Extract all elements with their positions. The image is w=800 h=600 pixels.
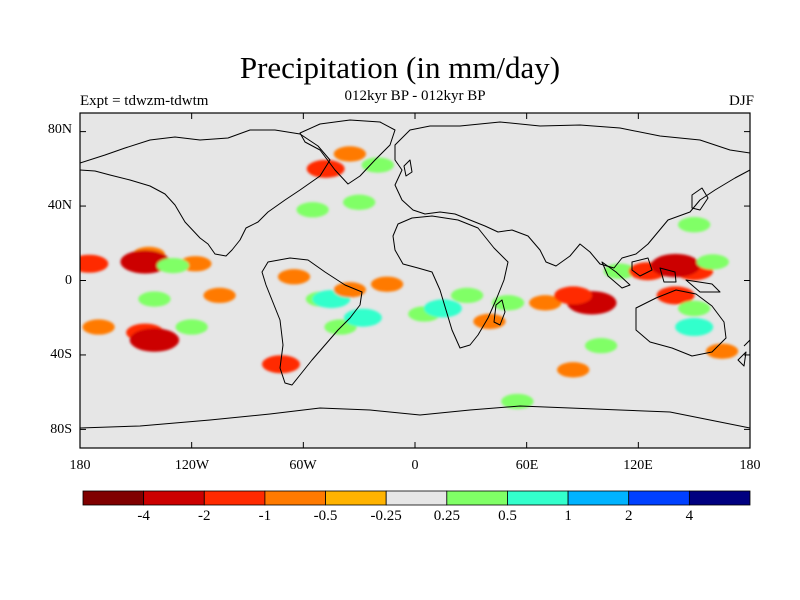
colorbar-segment (446, 490, 508, 506)
colorbar-segment (82, 490, 145, 506)
south-america-coast (261, 257, 363, 386)
africa-coast (392, 215, 509, 349)
indonesia-coast (601, 257, 721, 293)
anomaly-patch (554, 286, 593, 305)
colorbar-segment (688, 490, 751, 506)
antarctica-coast (80, 405, 750, 429)
colorbar-segment (143, 490, 205, 506)
anomaly-patch (501, 393, 534, 410)
colorbar-segment (507, 490, 569, 506)
anomaly-patch (678, 217, 711, 233)
eurasia-coast (394, 121, 750, 269)
colorbar-segment (385, 490, 448, 506)
anomaly-patch (705, 343, 739, 359)
anomaly-patch (80, 254, 109, 273)
anomaly-patch (120, 250, 170, 274)
anomaly-patch (584, 337, 618, 354)
anomaly-patch (423, 299, 462, 318)
anomaly-patch (675, 318, 714, 337)
anomaly-patch (491, 295, 525, 311)
anomaly-patch (203, 287, 236, 304)
anomaly-patch (361, 157, 394, 173)
anomaly-patch (277, 269, 311, 285)
season-label: DJF (728, 93, 754, 109)
colorbar-label: 4 (685, 508, 694, 524)
anomaly-patch (473, 313, 506, 330)
lon-label-60w: 60W (289, 458, 317, 473)
anomaly-patch (129, 328, 180, 352)
anomaly-patch (529, 295, 562, 311)
colorbar-label: -0.25 (370, 508, 402, 524)
anomaly-patch (656, 286, 695, 305)
lon-label-180e: 180 (739, 458, 761, 473)
anomaly-patch (306, 159, 345, 178)
anomaly-patch (650, 253, 701, 278)
anomaly-patch (557, 362, 590, 378)
anomaly-patch (450, 287, 484, 304)
colorbar-label: 0.5 (498, 508, 517, 524)
lon-label-120e: 120E (623, 458, 653, 473)
new-zealand-coast (737, 339, 750, 367)
colorbar-label: 0.25 (433, 508, 460, 524)
anomaly-patch (296, 202, 329, 218)
map-background (80, 113, 750, 448)
anomaly-patch (343, 194, 376, 210)
anomaly-patch (678, 300, 711, 317)
colorbar-label: 2 (624, 508, 633, 524)
lat-label-80s: 80S (50, 422, 72, 437)
experiment-label: Expt = tdwzm-tdwtm (80, 93, 209, 109)
lat-label-40s: 40S (50, 347, 72, 362)
lat-label-0: 0 (65, 273, 72, 288)
greenland-coast (299, 119, 396, 185)
colorbar-segment (264, 490, 326, 506)
colorbar-segment (628, 490, 690, 506)
anomaly-patch (370, 276, 404, 292)
colorbar-label: -1 (258, 508, 272, 524)
anomaly-patch (333, 282, 367, 298)
colorbar-segment (203, 490, 266, 506)
lat-label-40n: 40N (47, 198, 72, 213)
anomaly-patch (82, 319, 115, 335)
colorbar-segment (325, 490, 387, 506)
anomaly-patch (333, 146, 367, 162)
anomaly-patch (696, 254, 729, 270)
colorbar-label: -4 (137, 508, 150, 524)
lat-label-80n: 80N (47, 122, 72, 137)
chart-subtitle: 012kyr BP - 012kyr BP (344, 88, 486, 104)
anomaly-patch (138, 291, 171, 307)
australia-coast (635, 289, 727, 357)
british-isles-coast (403, 159, 413, 177)
colorbar-segment (567, 490, 630, 506)
lon-label-0: 0 (411, 458, 419, 473)
anomaly-patch (262, 355, 300, 374)
lon-label-180w: 180 (69, 458, 91, 473)
anomaly-patch (175, 319, 208, 335)
anomaly-patch (156, 257, 190, 274)
colorbar-label: -0.5 (313, 508, 338, 524)
chart-title: Precipitation (in mm/day) (239, 50, 561, 85)
colorbar-label: -2 (198, 508, 211, 524)
colorbar-label: 1 (564, 508, 572, 524)
north-america-coast (80, 129, 331, 257)
madagascar-coast (493, 299, 506, 326)
japan-coast (691, 187, 709, 211)
lon-label-60e: 60E (515, 458, 539, 473)
lon-label-120w: 120W (174, 458, 210, 473)
